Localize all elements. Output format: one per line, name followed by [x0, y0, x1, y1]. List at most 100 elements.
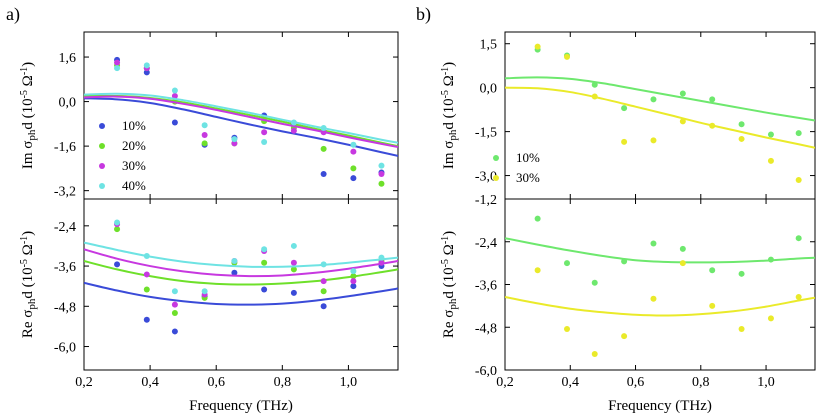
data-point-10pct: [171, 328, 178, 335]
y-tick-label: -1,6: [54, 140, 76, 155]
data-point-30pct: [564, 53, 570, 60]
data-point-30pct: [143, 271, 150, 278]
data-point-10pct: [679, 90, 686, 97]
data-point-30pct: [534, 43, 541, 50]
y-axis-label: Re σphd (10-5 Ω-1): [440, 231, 459, 338]
data-point-30pct: [261, 129, 268, 136]
data-point-30pct: [709, 122, 716, 129]
fit-line-10pct: [84, 97, 398, 157]
data-point-30pct: [621, 138, 628, 145]
data-point-40pct: [231, 136, 238, 143]
subplot-b-bottom: -1,2 -2,4 -3,6 -4,8 -6,00,2 0,4 0,6 0,8 1,0 Frequ…: [440, 193, 816, 414]
data-point-30pct: [171, 301, 178, 308]
data-point-10pct: [591, 81, 598, 88]
data-point-20pct: [201, 140, 208, 147]
data-point-30pct: [350, 148, 357, 155]
data-point-20pct: [261, 259, 268, 266]
legend-marker: [99, 163, 105, 169]
data-point-30pct: [767, 157, 774, 164]
data-point-40pct: [114, 65, 121, 72]
data-point-30pct: [378, 170, 385, 177]
y-tick-label: -6,0: [54, 341, 76, 356]
data-point-40pct: [261, 246, 268, 253]
y-tick-label: -3,6: [54, 260, 76, 275]
subplot-b-top: 1,5 0,0 -1,5 -3,0 Im σphd (10-5 Ω-1) 10% 30%: [440, 31, 816, 200]
data-point-40pct: [171, 87, 178, 94]
data-point-20pct: [320, 145, 327, 152]
data-point-30pct: [650, 137, 657, 144]
legend-marker: [99, 143, 105, 149]
data-point-30pct: [350, 278, 357, 285]
fit-line-30pct: [84, 95, 398, 148]
fit-line-40pct: [84, 241, 398, 268]
y-tick-label: -3,6: [475, 279, 497, 294]
data-point-30pct: [795, 176, 802, 183]
data-point-10pct: [650, 96, 657, 103]
fit-line-10pct: [84, 281, 398, 306]
data-point-10pct: [290, 289, 297, 296]
fit-line-10pct: [505, 76, 815, 122]
y-axis-label: Im σphd (10-5 Ω-1): [19, 62, 38, 169]
data-point-30pct: [290, 259, 297, 266]
data-point-10pct: [795, 130, 802, 137]
data-point-30pct: [171, 93, 178, 100]
legend-label: 20%: [122, 138, 146, 153]
data-point-30pct: [738, 326, 745, 333]
y-tick-label: -6,0: [475, 364, 497, 379]
panel-label-b: b): [416, 4, 431, 25]
x-tick-label: 0,2: [496, 375, 514, 390]
data-point-10pct: [320, 170, 327, 177]
subplot-a-bottom: -2,4 -3,6 -4,8 -6,0 0,2 0,4 0,6 0,8 1,0 Frequency…: [19, 198, 399, 414]
legend-label: 30%: [122, 158, 146, 173]
subplot-a-top: 1,6 0,0 -1,6 -3,2 Im σphd (10-5 Ω-1) 10% 20% 30…: [19, 31, 399, 200]
legend-label: 40%: [122, 178, 146, 193]
y-tick-label: -2,4: [475, 236, 497, 251]
x-axis-label: Frequency (THz): [608, 398, 712, 414]
data-point-30pct: [621, 333, 628, 340]
y-tick-label: -2,4: [54, 220, 76, 235]
data-point-40pct: [350, 268, 357, 275]
data-point-10pct: [350, 283, 357, 290]
legend-marker: [493, 155, 499, 161]
data-point-10pct: [621, 105, 628, 112]
data-point-40pct: [320, 261, 327, 268]
plot-frame: [83, 198, 399, 371]
data-point-40pct: [261, 138, 268, 145]
data-point-10pct: [679, 245, 686, 252]
x-axis-label: Frequency (THz): [189, 398, 293, 414]
y-tick-label: -1,5: [475, 126, 497, 141]
data-point-40pct: [114, 219, 121, 226]
data-point-10pct: [564, 260, 570, 267]
data-point-30pct: [320, 278, 327, 285]
data-point-40pct: [143, 253, 150, 259]
x-tick-label: 1,0: [340, 375, 358, 390]
data-point-10pct: [767, 131, 774, 138]
y-axis-label: Im σphd (10-5 Ω-1): [440, 62, 459, 169]
y-tick-label: 1,5: [480, 38, 498, 53]
data-point-20pct: [143, 286, 150, 293]
plot-frame: [504, 31, 816, 200]
x-tick-label: 1,0: [757, 375, 775, 390]
data-point-10pct: [591, 279, 598, 286]
data-point-30pct: [378, 259, 385, 266]
data-point-30pct: [709, 302, 716, 309]
x-tick-label: 0,2: [75, 375, 93, 390]
y-tick-label: 1,6: [59, 51, 77, 66]
plot-frame: [504, 198, 816, 371]
fit-line-10pct: [505, 237, 815, 264]
data-point-30pct: [591, 93, 598, 100]
data-point-30pct: [650, 295, 657, 302]
x-tick-label: 0,8: [692, 375, 710, 390]
y-tick-label: -4,8: [475, 321, 497, 336]
x-tick-label: 0,4: [562, 375, 580, 390]
y-tick-label: -4,8: [54, 300, 76, 315]
data-point-40pct: [201, 122, 208, 129]
x-tick-label: 0,4: [141, 375, 159, 390]
legend-marker: [99, 183, 105, 189]
data-point-10pct: [738, 270, 745, 277]
data-point-10pct: [621, 258, 628, 265]
y-tick-label: -1,2: [475, 193, 497, 208]
chart-root: 1,6 0,0 -1,6 -3,2 Im σphd (10-5 Ω-1) 10% 20% 30…: [19, 31, 816, 414]
data-point-30pct: [231, 140, 238, 147]
